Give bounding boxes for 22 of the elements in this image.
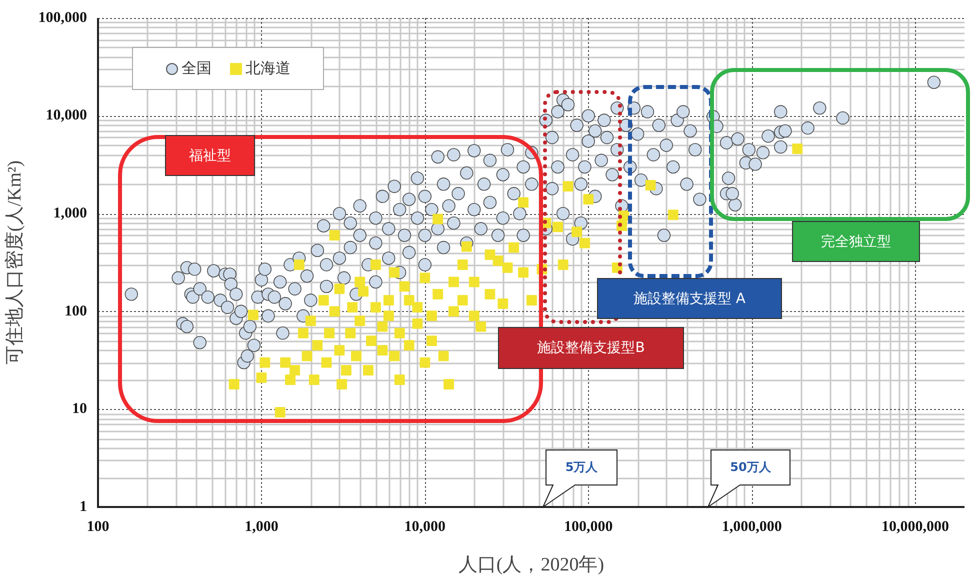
x-tick-label: 100 [86, 518, 110, 535]
y-tick-label: 100,000 [38, 10, 87, 26]
x-tick-label: 100,000 [564, 518, 613, 535]
y-tick-label: 10 [72, 401, 87, 418]
annotation: 50万人 [729, 459, 772, 476]
y-axis-title: 可住地人口密度(人/Km²) [3, 160, 26, 365]
x-axis-title: 人口(人，2020年) [458, 554, 604, 576]
y-tick-label: 1 [80, 498, 87, 515]
annotation: 5万人 [564, 459, 599, 476]
x-tick-label: 1,000,000 [722, 518, 782, 535]
y-tick-label: 10,000 [46, 108, 87, 124]
legend-label: 北海道 [246, 59, 290, 78]
legend-label: 全国 [182, 59, 212, 78]
y-tick-label: 100 [64, 303, 87, 320]
label-box: 施設整備支援型 A [597, 278, 782, 319]
x-tick-label: 10,000,000 [882, 518, 950, 535]
y-tick-label: 1,000 [53, 205, 87, 222]
label-box: 完全独立型 [792, 221, 920, 262]
label-box: 福祉型 [165, 135, 255, 176]
x-tick-label: 10,000 [404, 518, 446, 535]
x-tick-label: 1,000 [244, 518, 278, 535]
label-box: 施設整備支援型B [498, 327, 684, 369]
